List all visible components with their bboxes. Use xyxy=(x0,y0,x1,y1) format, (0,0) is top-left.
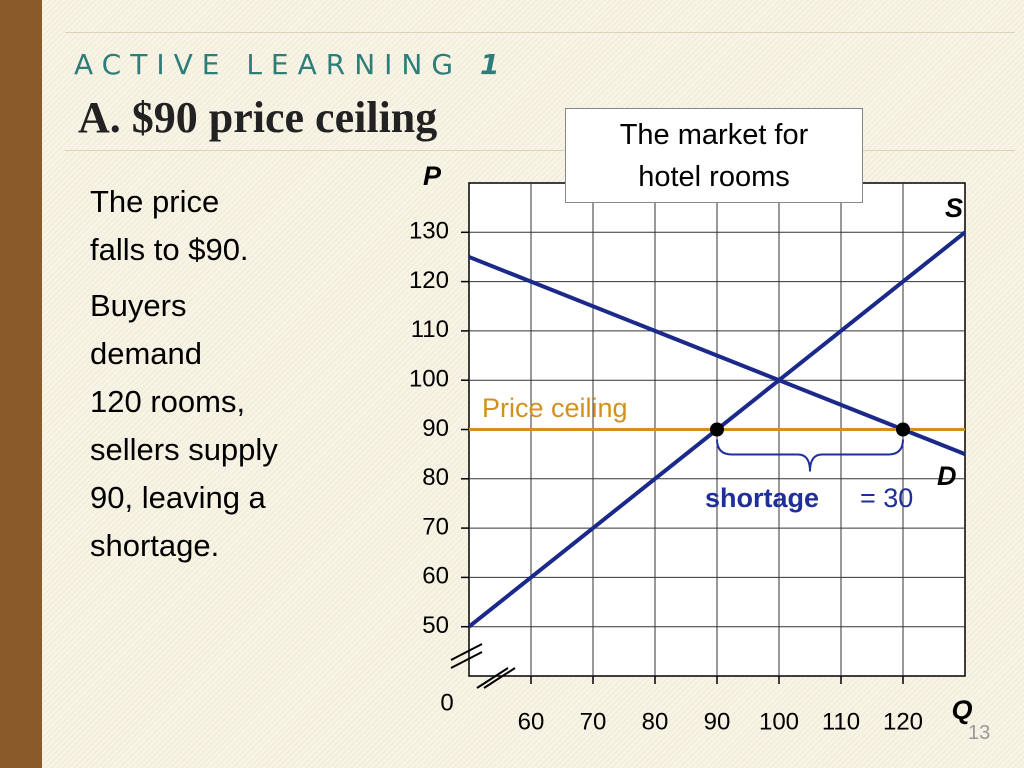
series-label: S xyxy=(945,193,963,223)
y-tick-label: 130 xyxy=(409,218,449,245)
y-tick-label: 70 xyxy=(422,513,449,540)
x-tick-label: 110 xyxy=(822,708,860,735)
series-label: D xyxy=(937,461,957,491)
series-line xyxy=(468,255,966,457)
origin-label: 0 xyxy=(440,689,453,716)
x-axis-label: Q xyxy=(951,695,972,725)
text-line: 120 rooms, xyxy=(90,384,246,419)
text-line: demand xyxy=(90,336,203,371)
y-axis-label: P xyxy=(423,161,442,191)
x-tick-label: 80 xyxy=(642,708,669,735)
paragraph: Buyers demand 120 rooms, sellers supply 90, … xyxy=(90,282,278,570)
side-band xyxy=(0,0,42,768)
body-text: The price falls to $90. Buyers demand 120 ro… xyxy=(90,178,278,578)
x-tick-label: 100 xyxy=(759,708,799,735)
text-line: sellers supply xyxy=(90,432,278,467)
y-tick-label: 110 xyxy=(411,316,449,343)
chart-caption-box: The market for hotel rooms xyxy=(565,108,863,203)
y-tick-label: 50 xyxy=(422,612,449,639)
point xyxy=(710,422,724,437)
axis-break xyxy=(476,667,509,689)
axis-break xyxy=(450,643,483,661)
x-tick-label: 60 xyxy=(518,708,545,735)
rule xyxy=(65,150,1015,151)
y-tick-label: 80 xyxy=(422,464,449,491)
kicker: ACTIVE LEARNING 1 xyxy=(74,48,499,81)
rule xyxy=(65,32,1015,33)
shortage-label: shortage xyxy=(705,483,819,513)
paragraph: The price falls to $90. xyxy=(90,178,278,274)
y-tick-label: 90 xyxy=(422,415,449,442)
text-line: 90, leaving a xyxy=(90,480,266,515)
shortage-brace xyxy=(716,439,904,472)
axis-break xyxy=(483,667,516,689)
caption-line: hotel rooms xyxy=(638,161,790,193)
y-tick-label: 100 xyxy=(409,366,449,393)
slide-title: A. $90 price ceiling xyxy=(78,93,438,142)
axis-break xyxy=(450,651,483,669)
text-line: shortage. xyxy=(90,528,220,563)
y-tick-label: 60 xyxy=(422,563,449,590)
series-label: Price ceiling xyxy=(482,393,628,423)
caption-line: The market for xyxy=(619,119,809,151)
shortage-value: = 30 xyxy=(860,483,913,513)
x-tick-label: 120 xyxy=(883,708,923,735)
point xyxy=(896,422,910,437)
text-line: Buyers xyxy=(90,288,187,323)
x-tick-label: 70 xyxy=(580,708,607,735)
x-tick-label: 90 xyxy=(704,708,731,735)
kicker-text: ACTIVE LEARNING xyxy=(74,48,463,81)
text-line: falls to $90. xyxy=(90,232,249,267)
text-line: The price xyxy=(90,184,220,219)
kicker-number: 1 xyxy=(479,48,500,81)
y-tick-label: 120 xyxy=(409,267,449,294)
page-number: 13 xyxy=(968,722,991,744)
